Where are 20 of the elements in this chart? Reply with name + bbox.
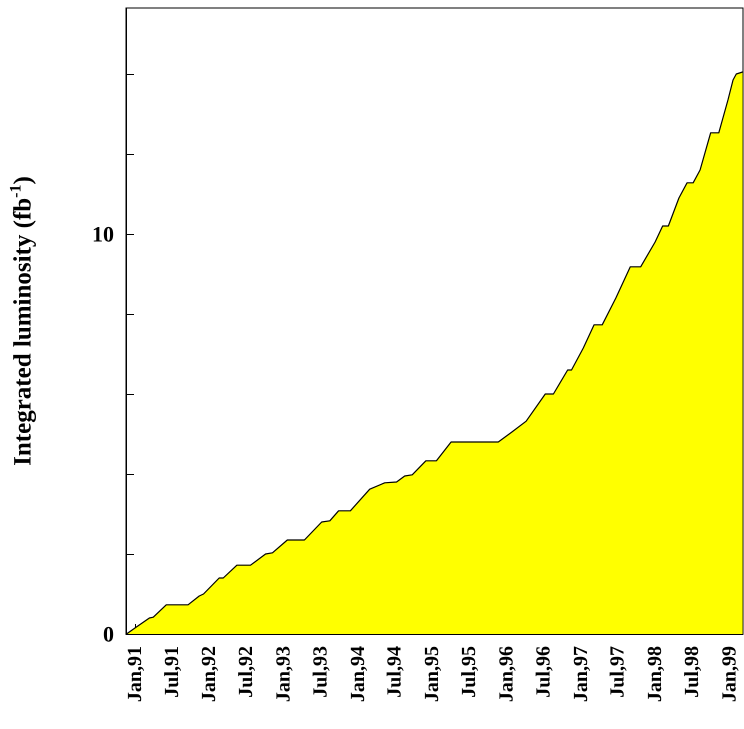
x-tick-label: Jul,94 (384, 646, 406, 698)
x-tick-label: Jan,99 (718, 646, 740, 702)
x-tick-label: Jul,96 (532, 646, 554, 698)
x-tick-label: Jul,92 (235, 646, 258, 698)
x-tick-label: Jan,94 (346, 646, 369, 702)
x-tick-label: Jan,97 (570, 646, 592, 702)
x-tick-label: Jul,98 (680, 646, 703, 698)
y-tick-label: 10 (92, 222, 114, 246)
y-tick-label: 0 (103, 622, 114, 646)
x-tick-label: Jul,91 (160, 646, 183, 698)
x-tick-label: Jan,93 (272, 646, 295, 702)
x-tick-label: Jan,91 (124, 646, 146, 702)
x-tick-label: Jan,92 (198, 646, 220, 702)
y-axis-title: Integrated luminosity (fb-1) (8, 176, 36, 466)
x-tick-label: Jan,98 (644, 646, 666, 702)
x-tick-label: Jul,97 (606, 646, 629, 698)
x-tick-label: Jan,95 (421, 646, 444, 702)
x-tick-label: Jul,93 (309, 646, 332, 698)
x-tick-label: Jan,96 (495, 646, 518, 702)
x-tick-label: Jul,95 (458, 646, 480, 698)
